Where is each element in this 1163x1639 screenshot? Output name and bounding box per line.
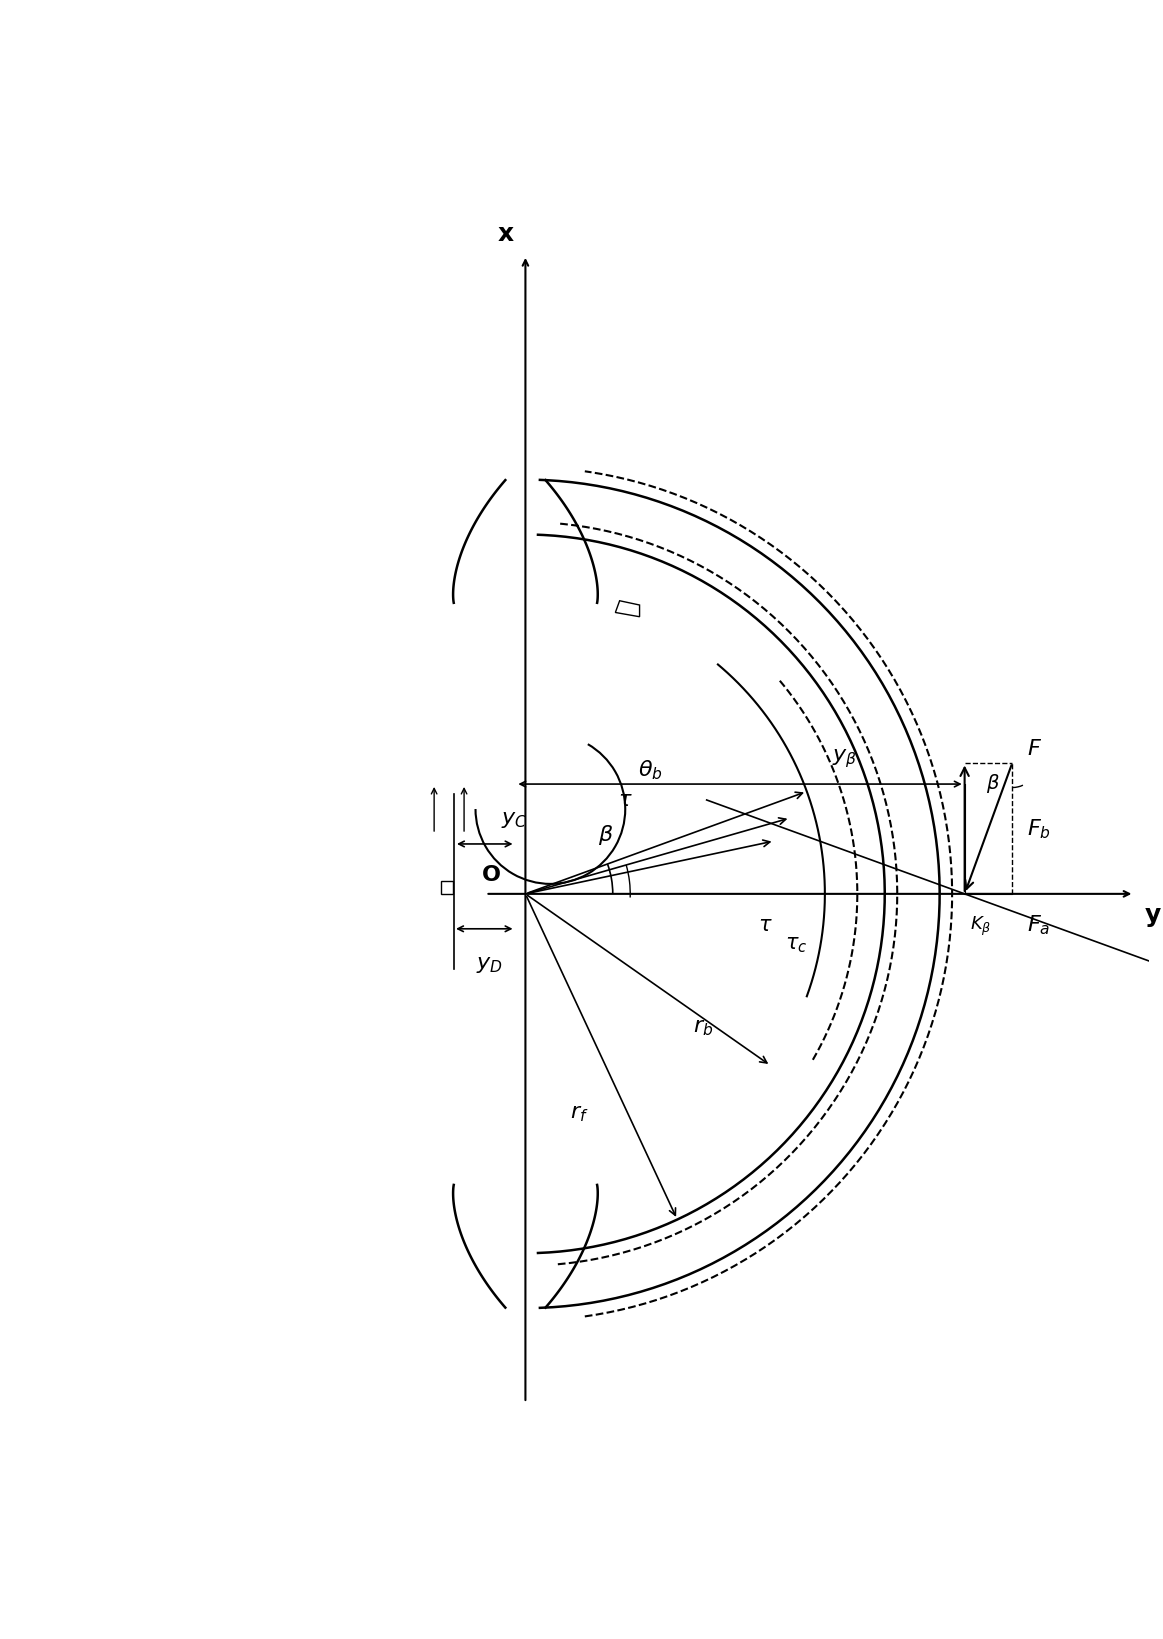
Text: $r_b$: $r_b$ <box>692 1018 713 1037</box>
Text: $F$: $F$ <box>1027 738 1042 759</box>
Text: $F_b$: $F_b$ <box>1027 816 1051 841</box>
Text: O: O <box>481 864 500 885</box>
Text: $\tau$: $\tau$ <box>757 915 772 934</box>
Text: y: y <box>1144 903 1161 926</box>
Text: $y_{D}$: $y_{D}$ <box>476 954 502 974</box>
Text: $y_{\beta}$: $y_{\beta}$ <box>833 747 857 770</box>
Text: $K_{\beta}$: $K_{\beta}$ <box>970 915 991 938</box>
Text: $\beta$: $\beta$ <box>985 772 999 795</box>
Text: $y_{C}$: $y_{C}$ <box>501 810 528 829</box>
Text: $\tau$: $\tau$ <box>618 790 633 810</box>
Text: $\theta_b$: $\theta_b$ <box>637 757 663 782</box>
Text: $F_a$: $F_a$ <box>1027 913 1050 936</box>
Text: $\beta$: $\beta$ <box>598 823 613 846</box>
Text: x: x <box>498 221 514 246</box>
Text: $\tau_c$: $\tau_c$ <box>785 934 807 954</box>
Text: $r_f$: $r_f$ <box>570 1103 588 1123</box>
